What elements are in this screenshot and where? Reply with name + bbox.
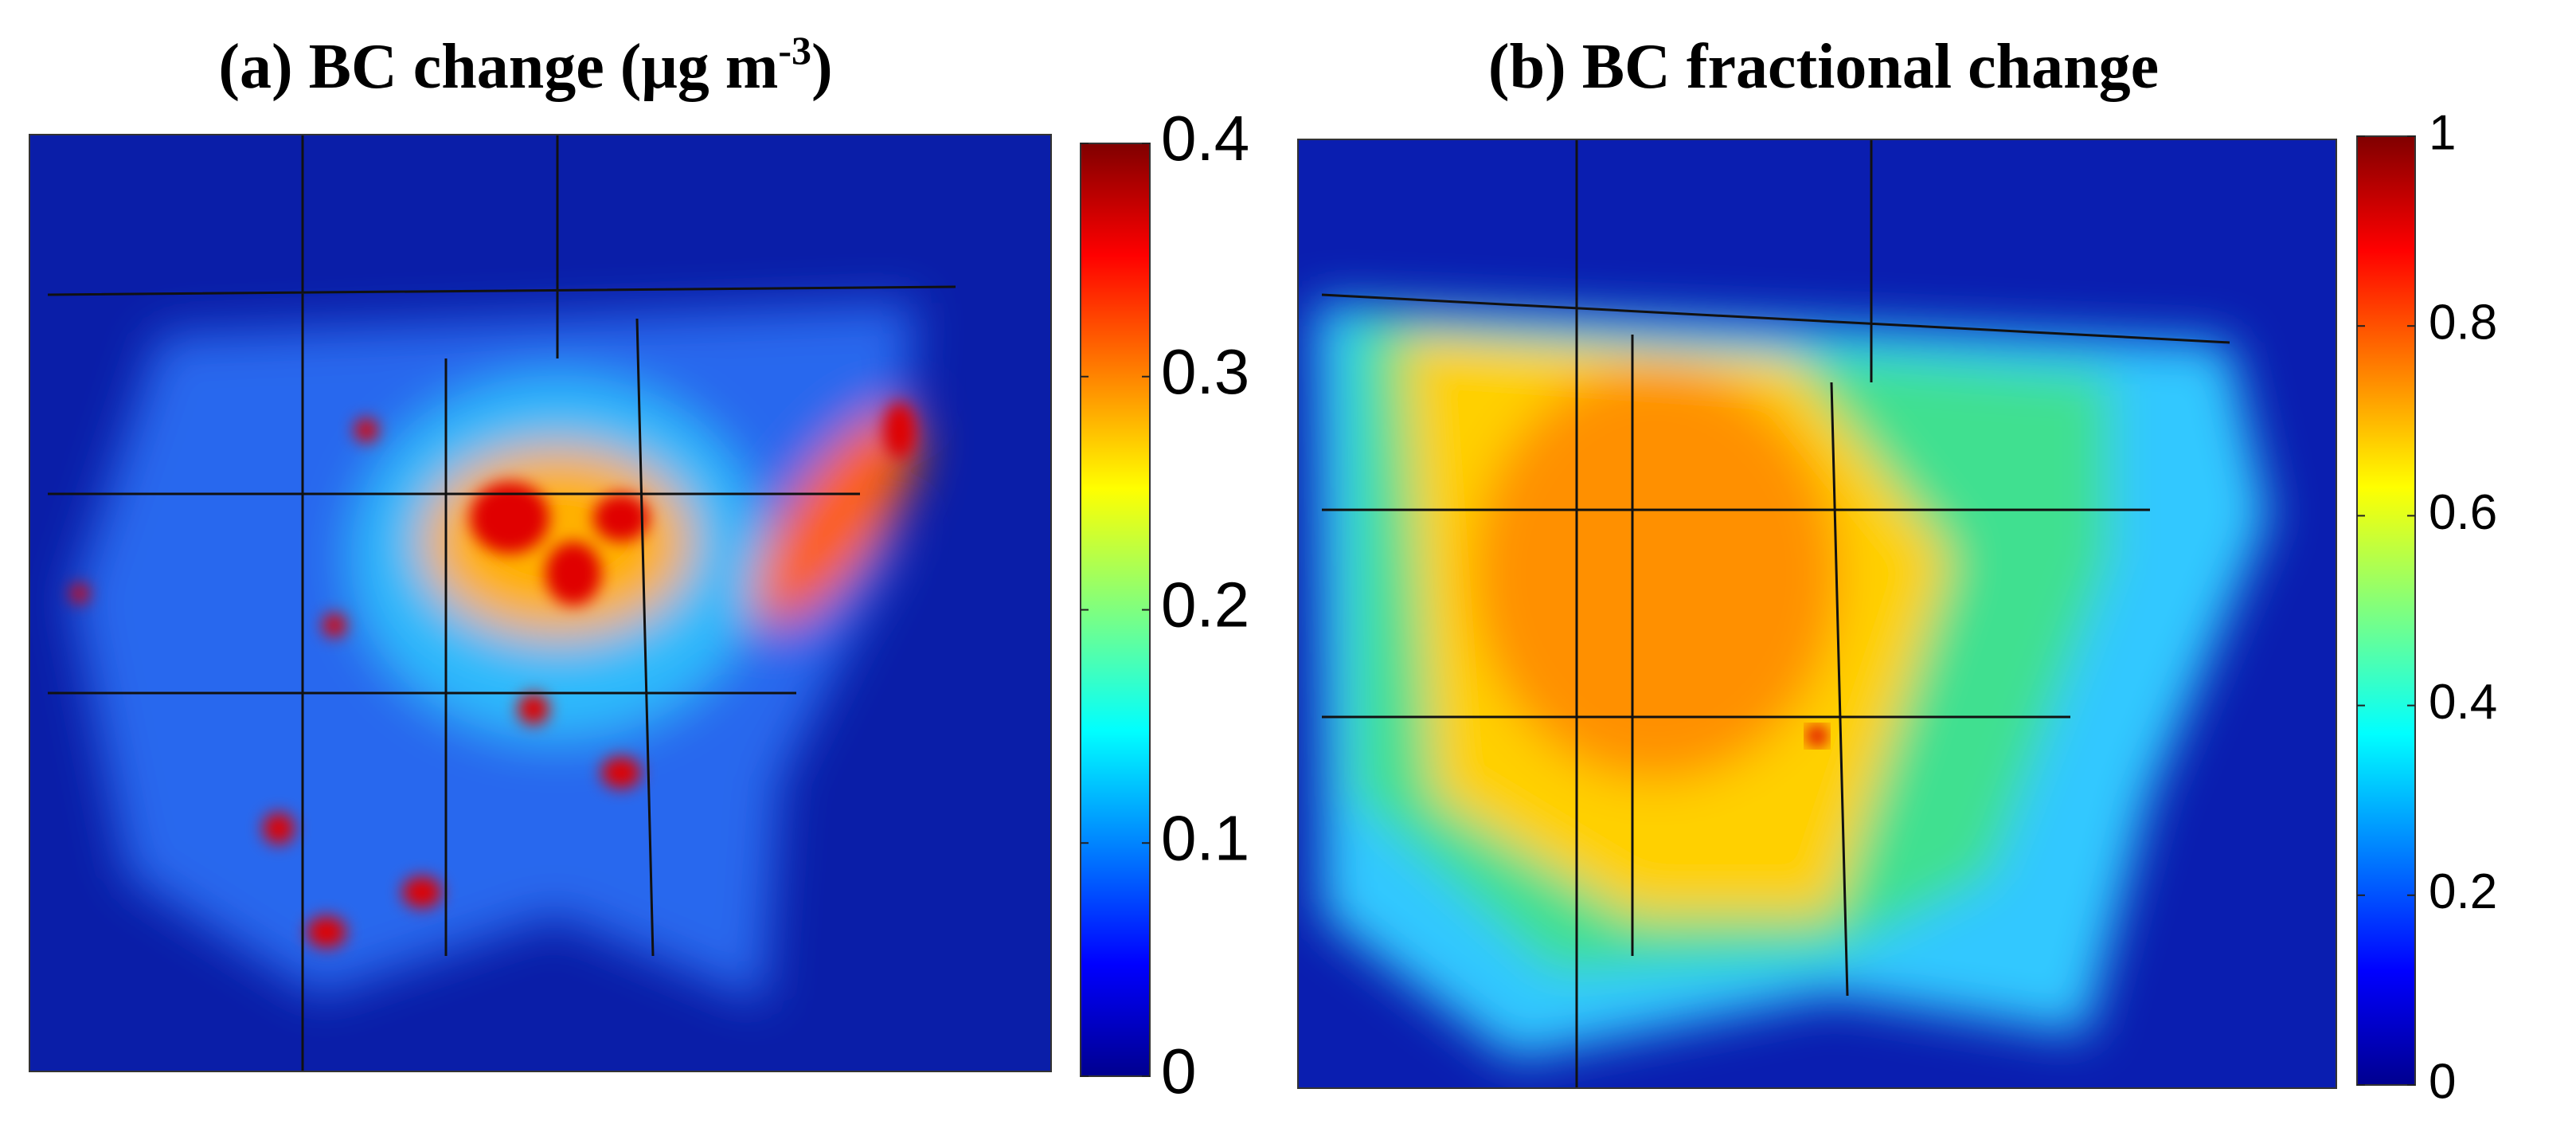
panel-title: (b) BC fractional change	[1488, 32, 2159, 102]
colorbar	[2356, 135, 2416, 1086]
colorbar-tick-label: 0.1	[1161, 802, 1249, 873]
colorbar-tick-label: 0.3	[1161, 336, 1249, 407]
map-b-frame	[1297, 139, 2337, 1089]
title-part: (b) BC fractional change	[1488, 32, 2159, 102]
map-b	[1298, 139, 2336, 1088]
colorbar-tick-label: 0.4	[2429, 675, 2497, 730]
colorbar-tick-label: 1	[2429, 105, 2456, 160]
map-a	[29, 135, 1051, 1071]
colorbar-tick-label: 0.2	[2429, 864, 2497, 919]
colorbar-tick-label: 0.2	[1161, 570, 1249, 640]
colorbar	[1080, 143, 1151, 1077]
title-part: (a) BC change (μg m	[218, 32, 778, 102]
colorbar-tick-label: 0	[1161, 1036, 1197, 1106]
title-part: )	[811, 32, 833, 102]
colorbar-tick-label: 0.4	[1161, 103, 1249, 174]
title-superscript: -3	[778, 28, 811, 72]
panel-title: (a) BC change (μg m-3)	[218, 28, 832, 102]
colorbar-tick-label: 0.6	[2429, 485, 2497, 540]
map-a-frame	[29, 134, 1052, 1072]
colorbar-tick-label: 0.8	[2429, 296, 2497, 351]
colorbar-tick-label: 0	[2429, 1054, 2456, 1109]
